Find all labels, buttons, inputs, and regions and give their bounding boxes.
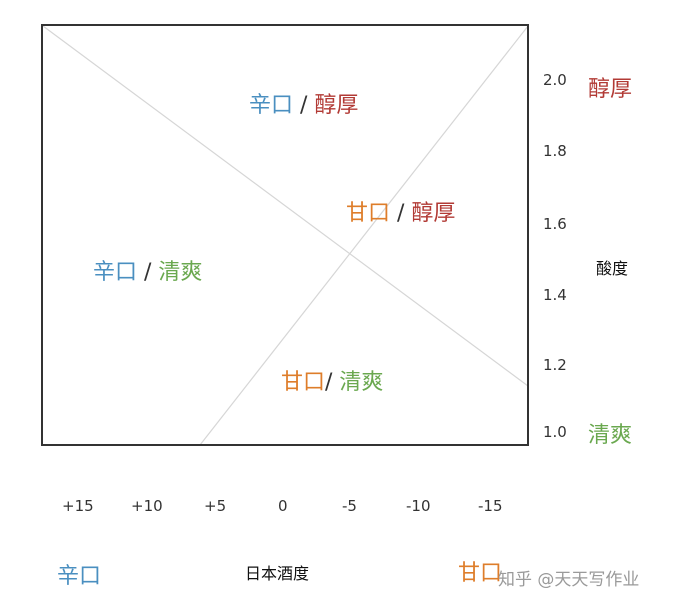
- karakuchi-text: 辛口: [93, 260, 138, 285]
- x-tick-label: -15: [478, 497, 503, 515]
- quadrant-label-left: 辛口 / 清爽: [93, 262, 202, 284]
- x-tick-label: -10: [406, 497, 431, 515]
- y-axis-title: 酸度: [596, 259, 629, 278]
- diagonal-top-right-to-bottom-left: [199, 25, 529, 446]
- x-tick-label: +15: [62, 497, 94, 515]
- junkou-text: 醇厚: [411, 201, 456, 226]
- x-tick-label: -5: [342, 497, 357, 515]
- y-tick-label: 1.4: [543, 286, 567, 304]
- y-axis-top-label: 醇厚: [588, 77, 633, 102]
- karakuchi-text: 辛口: [249, 93, 294, 118]
- seisou-text: 清爽: [339, 370, 384, 395]
- y-axis-bottom-label: 清爽: [588, 423, 633, 448]
- y-tick-label: 1.6: [543, 215, 567, 233]
- quadrant-label-top: 辛口 / 醇厚: [249, 95, 358, 117]
- separator: /: [293, 93, 315, 118]
- x-axis-title: 日本酒度: [245, 564, 310, 583]
- y-tick-label: 1.8: [543, 142, 567, 160]
- y-tick-label: 2.0: [543, 71, 567, 89]
- seisou-text: 清爽: [158, 260, 203, 285]
- x-tick-label: 0: [278, 497, 288, 515]
- separator: /: [390, 201, 412, 226]
- quadrant-label-bottom: 甘口/ 清爽: [281, 372, 383, 394]
- x-tick-label: +5: [204, 497, 227, 515]
- x-tick-label: +10: [131, 497, 163, 515]
- separator: /: [325, 370, 340, 395]
- watermark-text: 知乎 @天天写作业: [498, 570, 640, 590]
- amakuchi-text: 甘口: [346, 201, 391, 226]
- quadrant-label-right: 甘口 / 醇厚: [346, 203, 455, 225]
- y-tick-label: 1.0: [543, 423, 567, 441]
- x-axis-left-label: 辛口: [57, 564, 102, 589]
- amakuchi-text: 甘口: [281, 370, 326, 395]
- y-tick-label: 1.2: [543, 356, 567, 374]
- junkou-text: 醇厚: [314, 93, 359, 118]
- x-axis-right-label: 甘口: [458, 561, 503, 586]
- chart-frame: [41, 24, 529, 446]
- diagonal-top-left-to-bottom-right: [42, 25, 529, 387]
- separator: /: [137, 260, 159, 285]
